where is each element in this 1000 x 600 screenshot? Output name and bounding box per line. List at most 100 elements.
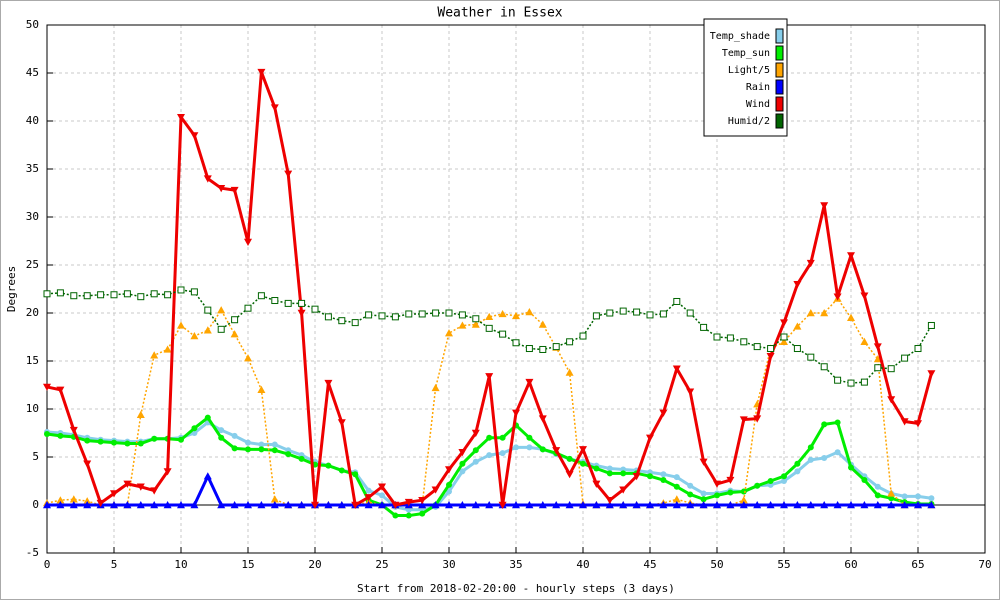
point (83, 460, 92, 468)
point (298, 299, 306, 307)
point (150, 501, 159, 509)
point (337, 419, 346, 427)
point (458, 321, 467, 329)
y-tick-label: 10 (26, 402, 39, 415)
point (471, 501, 480, 509)
point (325, 462, 332, 469)
point (459, 468, 466, 475)
point (150, 351, 159, 359)
plot-frame (46, 24, 986, 554)
point (123, 501, 132, 509)
point (231, 445, 238, 452)
point (887, 396, 896, 404)
point (70, 292, 78, 300)
point (418, 497, 427, 505)
point (110, 501, 118, 509)
point (513, 444, 519, 451)
point (874, 364, 882, 372)
point (285, 451, 292, 458)
point (270, 501, 279, 509)
point (284, 501, 293, 509)
point (767, 478, 774, 484)
point (619, 307, 627, 315)
point (632, 501, 641, 509)
point (820, 202, 829, 210)
point (164, 291, 172, 299)
point (538, 320, 547, 328)
point (191, 425, 198, 432)
point (123, 290, 131, 298)
point (177, 113, 185, 122)
point (552, 447, 561, 455)
point (633, 308, 641, 316)
point (445, 466, 453, 474)
x-tick-label: 45 (643, 558, 656, 571)
point (525, 345, 533, 353)
point (244, 238, 252, 246)
point (793, 501, 802, 509)
point (392, 512, 399, 519)
point (190, 132, 199, 140)
point (204, 306, 212, 314)
y-tick-label: 45 (26, 66, 39, 79)
point (565, 501, 574, 509)
point (230, 501, 239, 509)
point (848, 464, 854, 471)
point (579, 501, 587, 509)
point (431, 486, 440, 494)
point (860, 292, 869, 300)
point (485, 312, 494, 321)
point (137, 440, 144, 447)
point (431, 383, 440, 392)
point (579, 446, 587, 454)
point (592, 312, 600, 320)
y-tick-label: 50 (26, 18, 39, 31)
point (739, 501, 748, 509)
point (458, 311, 466, 319)
point (69, 501, 78, 509)
point (606, 465, 613, 472)
point (565, 471, 574, 479)
point (592, 480, 601, 488)
point (123, 480, 132, 488)
y-tick-label: 35 (26, 162, 39, 175)
point (445, 329, 453, 337)
point (672, 501, 681, 509)
point (56, 386, 65, 394)
point (324, 501, 333, 509)
point (499, 434, 506, 441)
point (218, 434, 225, 441)
point (766, 501, 775, 509)
point (419, 510, 426, 517)
y-axis-label: Degrees (5, 266, 18, 312)
point (914, 345, 922, 353)
point (888, 495, 895, 502)
point (605, 497, 614, 505)
point (740, 488, 747, 495)
point (217, 325, 225, 333)
point (927, 501, 936, 509)
point (378, 483, 386, 491)
point (606, 470, 613, 477)
point (525, 378, 534, 387)
point (338, 317, 346, 325)
point (794, 460, 801, 467)
point (244, 304, 252, 312)
point (446, 488, 452, 495)
point (806, 501, 815, 509)
point (258, 441, 265, 448)
point (927, 370, 936, 378)
point (673, 297, 681, 305)
point (230, 186, 239, 195)
point (150, 487, 159, 495)
point (739, 416, 748, 424)
point (699, 458, 708, 466)
legend-label: Wind (746, 99, 770, 110)
point (780, 333, 788, 341)
point (646, 311, 654, 319)
legend-swatch (775, 96, 784, 112)
point (766, 353, 775, 361)
point (713, 501, 721, 509)
